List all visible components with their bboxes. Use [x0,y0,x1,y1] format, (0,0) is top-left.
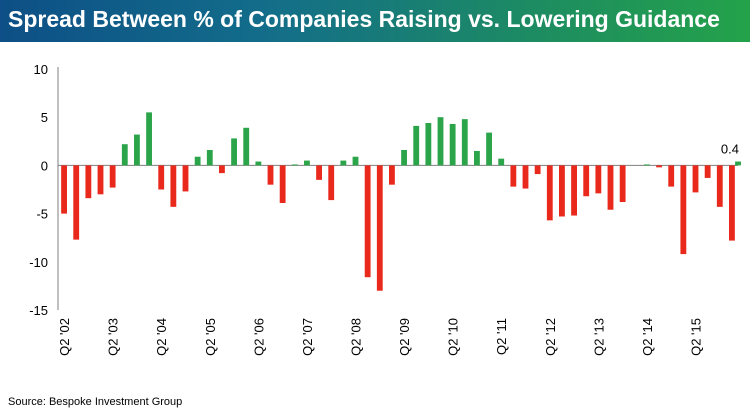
bar [413,125,420,166]
x-tick-label: Q2 '07 [300,318,315,356]
bar [352,156,359,166]
last-value-label: 0.4 [721,141,739,156]
x-tick-label: Q2 '10 [446,318,461,356]
y-tick-label: 0 [41,158,48,173]
bar [267,165,274,185]
bar [389,165,395,185]
bar [437,117,444,166]
bar [486,132,492,166]
x-tick-label: Q2 '03 [106,318,121,356]
bar [243,127,250,166]
bar [121,144,128,166]
bar [619,165,626,203]
bar [668,165,675,187]
x-tick-label: Q2 '05 [203,318,218,356]
bar [522,165,529,189]
bar [656,165,662,168]
bar [170,165,177,207]
y-tick-label: -15 [29,303,48,318]
y-axis: 10 5 0 -5 -10 -15 [29,62,738,318]
x-tick-label: Q2 '08 [349,318,364,356]
last-value-bar [735,161,741,166]
x-tick-label: Q2 '11 [494,318,509,355]
bar [546,165,553,221]
x-tick-label: Q2 '09 [397,318,412,356]
bar [401,149,407,166]
bar [61,165,67,214]
bar [134,134,140,166]
bar [510,165,517,187]
y-tick-label: 5 [41,110,48,125]
bar [729,165,735,241]
bar [559,165,565,217]
bar [182,165,189,192]
x-axis: Q2 '02 Q2 '03 Q2 '04 Q2 '05 Q2 '06 Q2 '07 Q2 '… [57,318,703,356]
bar [534,165,541,175]
bar [498,158,505,166]
source-note: Source: Bespoke Investment Group [8,396,183,408]
bar [607,165,614,210]
bar [206,149,213,166]
bar [279,165,286,203]
bar [425,122,432,166]
x-tick-label: Q2 '06 [251,318,266,356]
bar [461,119,468,166]
bar [97,165,104,195]
y-tick-label: 10 [34,62,48,77]
bar [704,165,711,178]
chart-title-banner: Spread Between % of Companies Raising vs… [0,0,750,42]
annotations: 0.4 [721,141,741,166]
bar [73,165,80,240]
bar [376,165,383,291]
bar [146,112,152,166]
bar [194,156,201,166]
bar [231,138,237,166]
bar [716,165,723,207]
bar [595,165,602,194]
x-tick-label: Q2 '15 [689,318,704,356]
bar [158,165,165,190]
bar [692,165,699,193]
bar [85,165,92,199]
bar [583,165,590,197]
bar [340,160,347,166]
bar [364,165,371,278]
y-tick-label: -5 [36,207,48,222]
x-tick-label: Q2 '04 [154,318,169,356]
bar [449,123,456,166]
bar-series [61,112,735,291]
bar [328,165,335,201]
bar [571,165,577,216]
bar [255,161,262,166]
y-tick-label: -10 [29,255,48,270]
bar [474,150,480,166]
bar [644,164,650,166]
bar [316,165,322,180]
x-tick-label: Q2 '14 [640,318,655,356]
bar [680,165,687,255]
bar [109,165,116,188]
bar [291,164,298,166]
bar [304,160,310,166]
bar [219,165,225,174]
x-tick-label: Q2 '12 [543,318,558,356]
x-tick-label: Q2 '02 [57,318,72,356]
x-tick-label: Q2 '13 [591,318,606,356]
chart-title: Spread Between % of Companies Raising vs… [8,6,720,32]
